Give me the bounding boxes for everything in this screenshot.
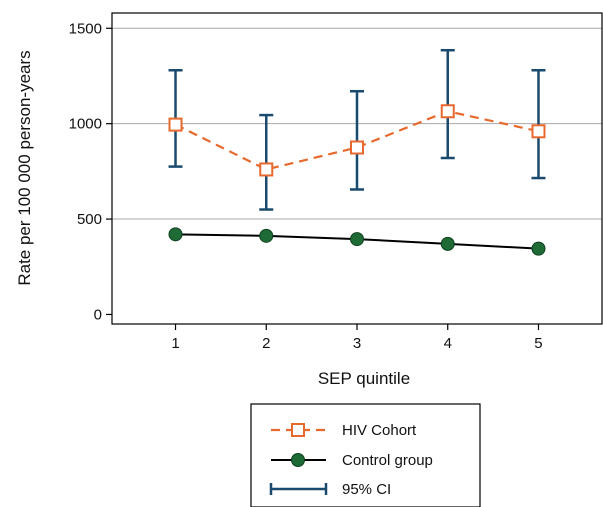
hiv-cohort-line bbox=[175, 110, 539, 171]
legend-control-label: Control group bbox=[342, 452, 433, 469]
x-axis-title: SEP quintile bbox=[318, 369, 410, 388]
hiv-cohort-point-3 bbox=[350, 140, 364, 155]
confidence-intervals bbox=[168, 48, 546, 211]
control-group-point-2 bbox=[259, 228, 274, 243]
y-tick-label-1500: 1500 bbox=[69, 20, 102, 37]
hiv-cohort-point-4 bbox=[440, 104, 455, 119]
hiv-cohort-point-2 bbox=[259, 162, 274, 177]
x-tick-label-3: 3 bbox=[353, 335, 361, 352]
legend-hiv-label: HIV Cohort bbox=[342, 422, 417, 439]
control-group-point-1 bbox=[168, 227, 183, 242]
series bbox=[168, 104, 546, 256]
control-group-point-4 bbox=[440, 236, 455, 251]
y-axis-title: Rate per 100 000 person-years bbox=[15, 50, 34, 285]
control-group-point-5 bbox=[531, 241, 546, 256]
legend-hiv-marker bbox=[291, 423, 305, 437]
hiv-cohort-point-5 bbox=[531, 124, 546, 139]
x-tick-label-1: 1 bbox=[171, 335, 179, 352]
legend-ci-label: 95% CI bbox=[342, 481, 391, 498]
y-tick-label-500: 500 bbox=[77, 211, 102, 228]
x-tick-label-5: 5 bbox=[534, 335, 542, 352]
legend-item-hiv-cohort: HIV Cohort bbox=[271, 422, 417, 439]
legend: HIV Cohort Control group 95% CI bbox=[250, 403, 481, 507]
hiv-cohort-point-1 bbox=[168, 117, 183, 132]
legend-item-95-ci: 95% CI bbox=[269, 481, 391, 498]
x-tick-label-4: 4 bbox=[444, 335, 452, 352]
control-group-point-3 bbox=[350, 232, 364, 247]
y-tick-label-0: 0 bbox=[94, 306, 102, 323]
legend-control-marker bbox=[291, 453, 305, 467]
legend-item-control-group: Control group bbox=[271, 452, 433, 469]
x-tick-label-2: 2 bbox=[262, 335, 270, 352]
x-axis: 1 2 3 4 5 bbox=[171, 324, 543, 352]
y-axis: 0 500 1000 1500 bbox=[69, 20, 112, 323]
y-tick-label-1000: 1000 bbox=[69, 116, 102, 133]
